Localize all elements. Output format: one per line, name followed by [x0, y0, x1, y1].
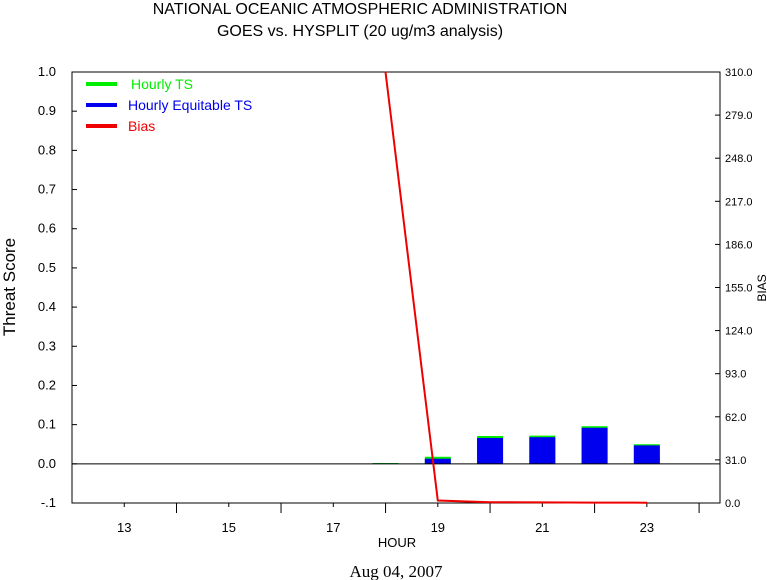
y2-tick-label: 155.0 [725, 283, 753, 295]
y-tick-label: 0.5 [38, 260, 56, 275]
y2-tick-label: 248.0 [725, 153, 753, 165]
y2-tick-label: 31.0 [725, 455, 746, 467]
legend-label: Hourly TS [131, 76, 193, 92]
date-label: Aug 04, 2007 [349, 562, 443, 580]
y-axis-title: Threat Score [0, 238, 19, 336]
y-tick-label: 0.7 [38, 182, 56, 197]
y2-axis-title: BIAS [755, 274, 767, 301]
bias-point [646, 501, 648, 504]
y2-tick-label: 124.0 [725, 326, 753, 338]
y-tick-label: 0.8 [38, 142, 56, 157]
y-tick-label: 0.6 [38, 221, 56, 236]
y2-tick-label: 217.0 [725, 196, 753, 208]
plot-area: -.1 0.0 0.1 0.2 0.3 0.4 0.5 0.6 0.7 0.8 0.9 1.0 0.0 3… [38, 64, 753, 535]
y2-tick-label: 0.0 [725, 498, 740, 510]
x-axis-title: HOUR [378, 535, 416, 550]
y2-tick-label: 62.0 [725, 412, 746, 424]
y-tick-label: 0.3 [38, 338, 56, 353]
ets-bar [477, 437, 504, 464]
legend-label: Bias [128, 118, 155, 134]
x-tick-label: 15 [222, 520, 236, 535]
ets-bar [633, 445, 660, 464]
bias-line [384, 71, 647, 504]
x-tick-label: 21 [535, 520, 549, 535]
ets-bar [424, 458, 451, 464]
x-tick-label: 23 [640, 520, 654, 535]
bias-point [437, 499, 439, 502]
plot-frame [71, 71, 721, 504]
bias-point [541, 501, 544, 504]
y-tick-label: 0.1 [38, 417, 56, 432]
y-tick-label: 0.0 [38, 456, 56, 471]
x-tick-label: 17 [326, 520, 340, 535]
y-tick-label: 0.4 [38, 299, 56, 314]
ets-bar [581, 427, 608, 464]
bias-point [593, 501, 596, 504]
y-tick-label: 1.0 [38, 64, 56, 79]
x-tick-label: 19 [431, 520, 445, 535]
y2-tick-label: 186.0 [725, 239, 753, 251]
y-tick-label: -.1 [41, 495, 56, 510]
chart-title-line1: NATIONAL OCEANIC ATMOSPHERIC ADMINISTRAT… [153, 1, 568, 18]
x-tick-label: 13 [117, 520, 131, 535]
chart-title-line2: GOES vs. HYSPLIT (20 ug/m3 analysis) [217, 23, 503, 40]
y-tick-label: 0.9 [38, 103, 56, 118]
ets-bar [529, 437, 556, 464]
legend-label: Hourly Equitable TS [128, 97, 252, 113]
bias-point [489, 501, 491, 503]
bias-point [384, 71, 387, 73]
y2-tick-label: 93.0 [725, 369, 746, 381]
y-tick-label: 0.2 [38, 377, 56, 392]
y2-tick-label: 310.0 [725, 67, 753, 79]
y2-tick-label: 279.0 [725, 110, 753, 122]
